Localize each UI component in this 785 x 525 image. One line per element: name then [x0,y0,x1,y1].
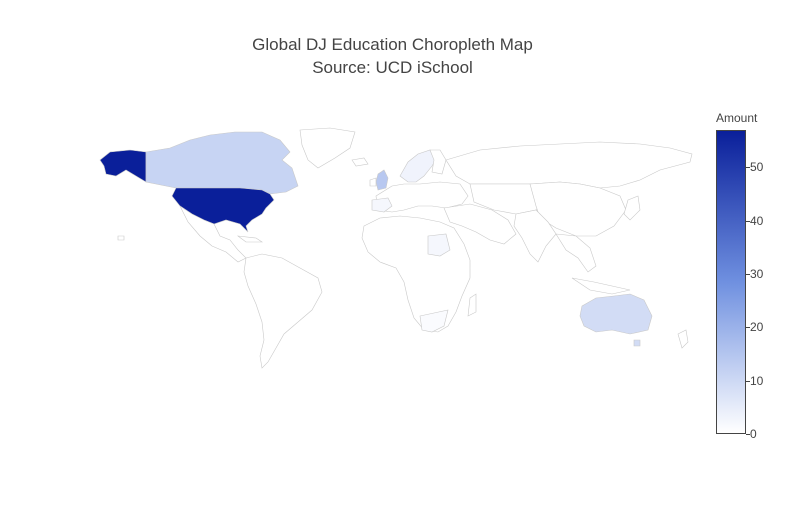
map-title: Global DJ Education Choropleth Map [252,35,533,54]
region-mexico[interactable] [179,205,247,263]
colorbar-tick-mark [746,220,750,222]
region-greenland[interactable] [299,127,356,169]
region-south-africa[interactable] [419,309,449,333]
colorbar-tick-mark [746,274,750,275]
colorbar-tick-mark [746,167,750,169]
colorbar-tick-label: 10 [750,373,764,388]
colorbar-tick-mark [746,327,750,329]
region-alaska[interactable] [99,149,147,183]
region-spain[interactable] [371,197,393,213]
colorbar-title: Amount [716,111,758,125]
region-canada[interactable] [145,131,299,195]
region-africa[interactable] [361,215,471,333]
region-russia[interactable] [445,141,693,189]
region-tasmania[interactable] [633,339,641,347]
region-united-kingdom[interactable] [375,169,389,191]
map-subtitle: Source: UCD iSchool [312,58,473,77]
colorbar-tick-label: 30 [750,267,764,281]
region-united-states[interactable] [171,187,275,233]
region-south-america[interactable] [243,253,323,369]
region-egypt[interactable] [427,233,451,257]
world-map[interactable] [0,0,700,525]
colorbar-tick-label: 40 [750,213,764,228]
colorbar-tick-label: 0 [750,427,757,441]
region-australia[interactable] [579,293,653,335]
region-europe[interactable] [375,181,469,213]
colorbar-tick-label: 50 [750,160,764,175]
colorbar-tick-mark [746,434,750,435]
colorbar-tick-label: 20 [750,320,764,335]
colorbar [716,130,746,434]
region-india[interactable] [513,209,557,263]
colorbar-tick-mark [746,380,750,382]
